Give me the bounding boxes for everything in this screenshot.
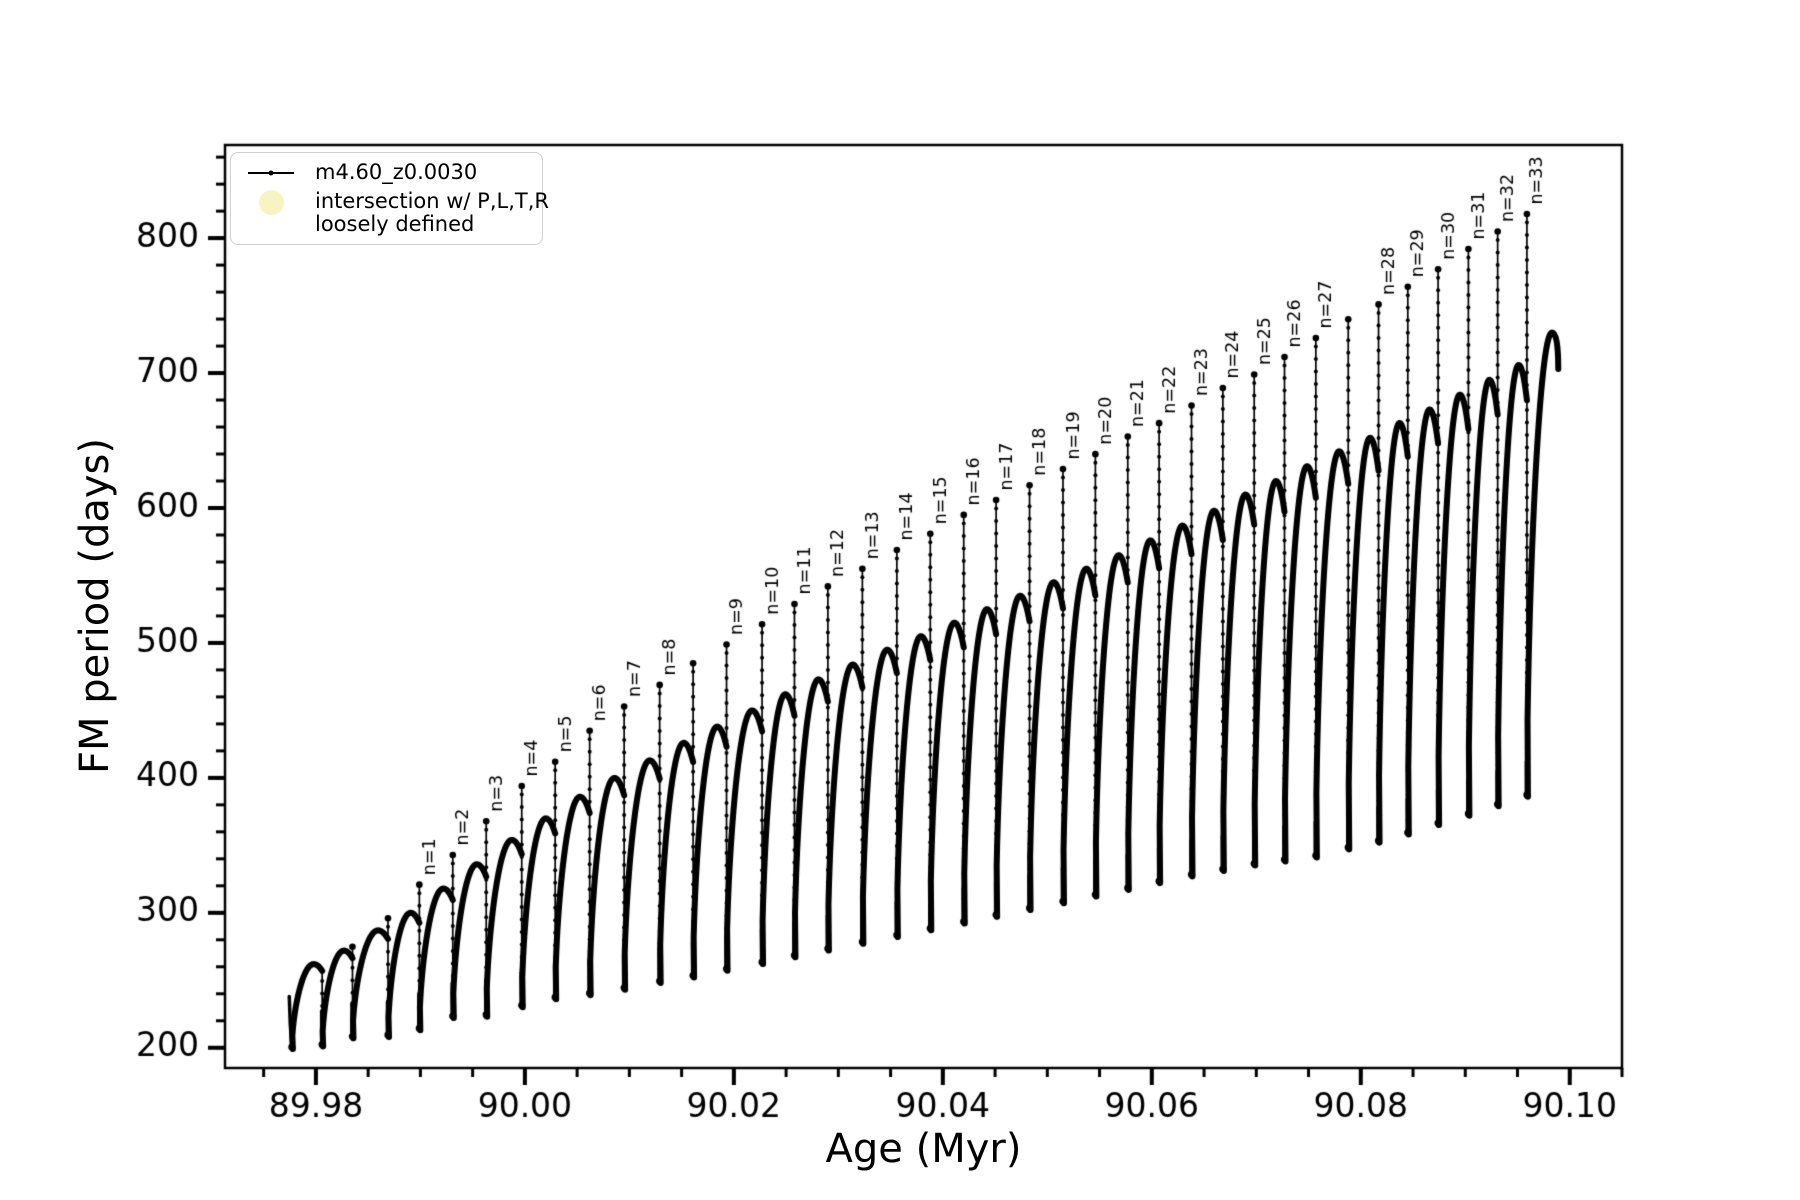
intersection-circle-icon	[245, 190, 297, 215]
y-axis-title: FM period (days)	[72, 438, 118, 774]
legend-intersection-line2: loosely defined	[315, 212, 475, 236]
legend: m4.60_z0.0030 intersection w/ P,L,T,R lo…	[230, 152, 549, 245]
legend-intersection-label: intersection w/ P,L,T,R loosely defined	[315, 190, 549, 236]
legend-entry-intersection: intersection w/ P,L,T,R loosely defined	[245, 190, 549, 236]
series-line-marker-icon	[245, 170, 297, 175]
legend-intersection-line1: intersection w/ P,L,T,R	[315, 189, 549, 213]
legend-series-label: m4.60_z0.0030	[315, 160, 478, 184]
legend-entry-series: m4.60_z0.0030	[245, 161, 532, 184]
x-axis-title: Age (Myr)	[825, 1126, 1022, 1172]
